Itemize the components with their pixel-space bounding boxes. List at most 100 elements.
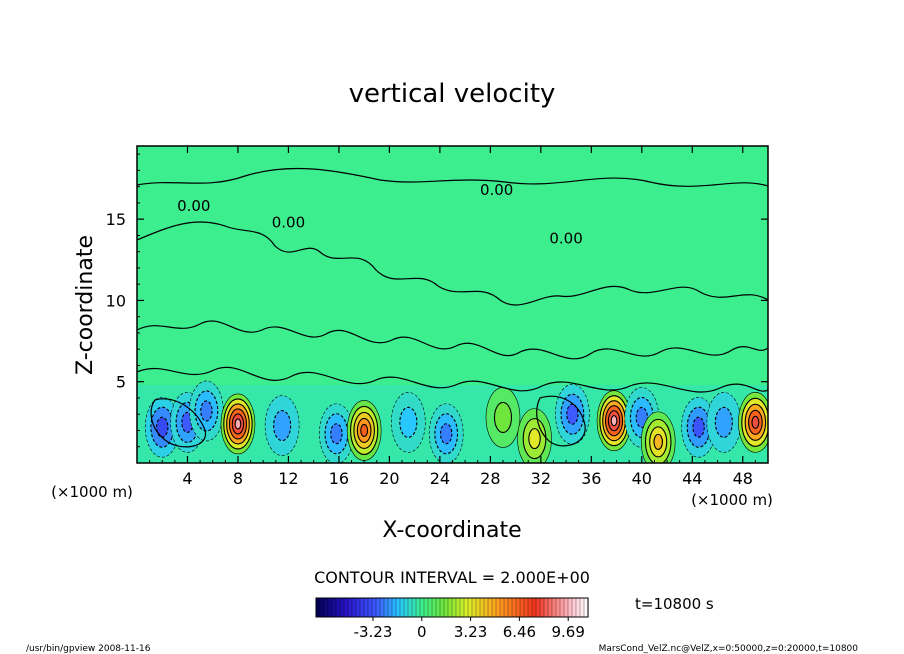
cell-ring (610, 415, 618, 427)
x-unit-left: (×1000 m) (51, 483, 133, 501)
colorbar-segment (475, 597, 481, 618)
cell-ring (439, 423, 453, 445)
contour-line (137, 167, 768, 187)
colorbar-tick-label: 9.69 (552, 623, 585, 641)
colorbar-segment (323, 597, 329, 618)
x-tick-label: 28 (480, 469, 500, 488)
colorbar-segment (387, 597, 393, 618)
colorbar-segment (379, 597, 385, 618)
x-axis-label: X-coordinate (382, 518, 521, 543)
velocity-cell (640, 411, 676, 463)
cell-ring (273, 410, 292, 442)
colorbar-segment (519, 597, 525, 618)
colorbar-segment (395, 597, 401, 618)
contour-label: 0.00 (549, 230, 582, 248)
x-tick-label: 36 (581, 469, 601, 488)
velocity-cell (681, 396, 716, 458)
colorbar-segment (555, 597, 561, 618)
contour-line (137, 320, 768, 360)
colorbar-segment (375, 597, 381, 618)
contour-line (137, 221, 768, 306)
x-unit-right: (×1000 m) (691, 491, 773, 509)
x-tick-label: 4 (182, 469, 192, 488)
colorbar-segment (319, 597, 325, 618)
colorbar-frame (315, 597, 589, 618)
colorbar-segment (479, 597, 485, 618)
velocity-cells (144, 380, 768, 463)
x-tick-label: 44 (682, 469, 702, 488)
colorbar-segment (511, 597, 517, 618)
contour-interval-text: CONTOUR INTERVAL = 2.000E+00 (314, 568, 590, 587)
colorbar-segment (407, 597, 413, 618)
colorbar-segment (447, 597, 453, 618)
contour-line (150, 398, 207, 448)
x-tick-label: 20 (379, 469, 399, 488)
colorbar-segment (343, 597, 349, 618)
colorbar-segment (563, 597, 569, 618)
colorbar-segment (499, 597, 505, 618)
cell-ring (156, 416, 169, 438)
colorbar-segment (487, 597, 493, 618)
colorbar-segment (399, 597, 405, 618)
colorbar-segment (515, 597, 521, 618)
colorbar-ticks: -3.23 0 3.23 6.46 9.69 (354, 617, 585, 641)
contour-label: 0.00 (177, 197, 210, 215)
cell-ring (635, 406, 649, 429)
colorbar-tick-label: 6.46 (503, 623, 536, 641)
velocity-cell (428, 403, 464, 463)
y-tick-label: 10 (106, 291, 126, 310)
colorbar-segment (423, 597, 429, 618)
colorbar-segment (531, 597, 537, 618)
velocity-cell (391, 392, 426, 453)
footer-right: MarsCond_VelZ.nc@VelZ,x=0:50000,z=0:2000… (599, 644, 859, 654)
x-tick-label: 40 (632, 469, 652, 488)
colorbar-segment (575, 597, 581, 618)
colorbar-segment (483, 597, 489, 618)
colorbar-segment (419, 597, 425, 618)
colorbar-segment (315, 597, 321, 618)
colorbar-segment (559, 597, 565, 618)
colorbar-segment (391, 597, 397, 618)
cell-ring (528, 428, 541, 450)
colorbar-segment (463, 597, 469, 618)
x-tick-label: 48 (733, 469, 753, 488)
cell-ring (200, 400, 213, 422)
cell-ring (330, 423, 343, 445)
cell-ring (399, 406, 418, 438)
colorbar-segment (455, 597, 461, 618)
colorbar-segment (371, 597, 377, 618)
colorbar-segment (547, 597, 553, 618)
colorbar-tick-label: -3.23 (354, 623, 393, 641)
cell-ring (692, 416, 705, 438)
velocity-cell (596, 390, 632, 452)
colorbar-segment (355, 597, 361, 618)
y-tick-label: 15 (106, 210, 126, 229)
cell-ring (714, 406, 733, 438)
colorbar-segment (495, 597, 501, 618)
colorbar-segment (443, 597, 449, 618)
colorbar-segment (467, 597, 473, 618)
colorbar-segment (363, 597, 369, 618)
colorbar-segment (439, 597, 445, 618)
colorbar-segment (335, 597, 341, 618)
colorbar-segment (579, 597, 585, 618)
colorbar-segment (327, 597, 333, 618)
colorbar-segment (331, 597, 337, 618)
colorbar-segment (347, 597, 353, 618)
colorbar-segment (415, 597, 421, 618)
cell-ring (360, 423, 369, 438)
colorbar-segment (535, 597, 541, 618)
velocity-cell (319, 403, 354, 463)
colorbar-segment (491, 597, 497, 618)
x-tick-label: 12 (278, 469, 298, 488)
velocity-cell (264, 395, 300, 456)
colorbar-segment (339, 597, 345, 618)
colorbar-segment (539, 597, 545, 618)
colorbar-segment (523, 597, 529, 618)
colorbar-segment (451, 597, 457, 618)
velocity-cell (485, 387, 521, 448)
colorbar-segment (543, 597, 549, 618)
velocity-cell (346, 400, 382, 461)
